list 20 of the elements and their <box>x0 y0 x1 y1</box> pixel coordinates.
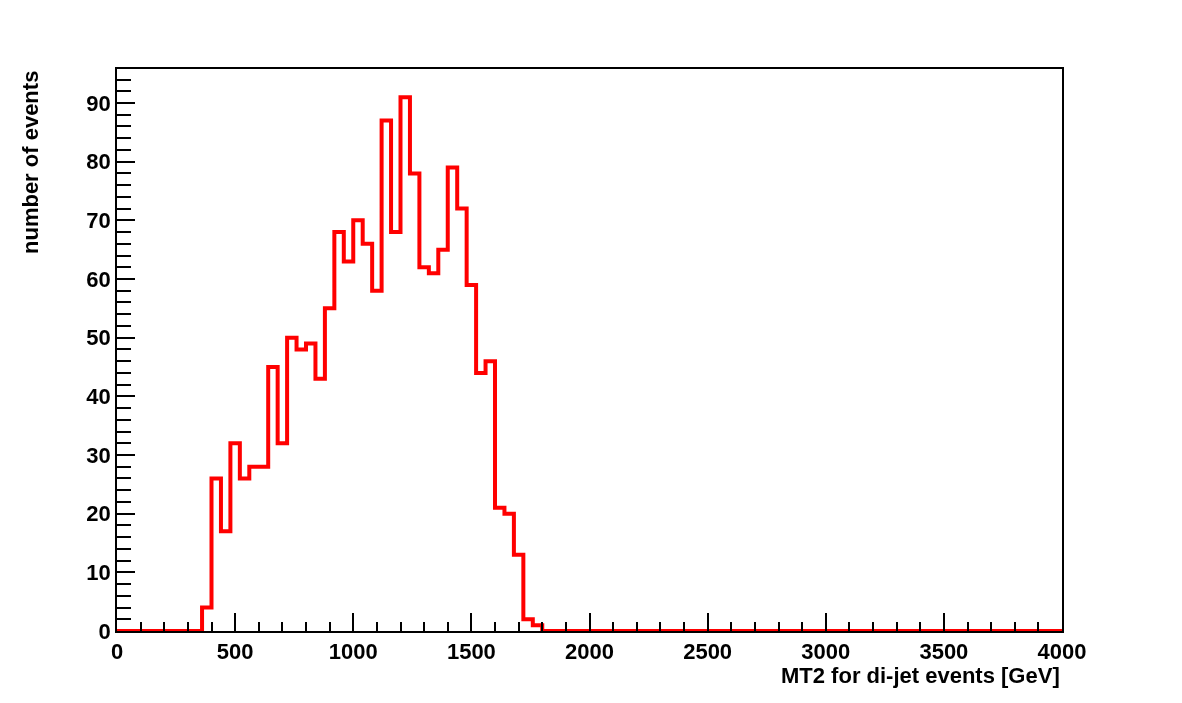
x-tick-label: 3500 <box>919 639 969 665</box>
y-axis-title: number of events <box>18 70 43 254</box>
x-tick-label: 2500 <box>683 639 733 665</box>
y-tick-label: 70 <box>86 208 111 234</box>
x-tick-label: 2000 <box>565 639 614 665</box>
x-tick-label: 4000 <box>1037 639 1087 665</box>
y-tick-label: 0 <box>98 618 111 644</box>
x-tick-label: 500 <box>216 639 254 665</box>
y-tick-label: 40 <box>86 384 111 410</box>
y-tick-label: 20 <box>86 501 111 527</box>
x-tick-label: 1500 <box>446 639 496 665</box>
y-tick-label: 10 <box>86 560 111 586</box>
y-tick-label: 90 <box>86 90 111 116</box>
y-tick-label: 50 <box>86 325 111 351</box>
x-tick-label: 1000 <box>328 639 378 665</box>
y-tick-label: 60 <box>86 266 111 292</box>
x-tick-label: 3000 <box>801 639 851 665</box>
y-tick-label: 80 <box>86 149 111 175</box>
x-axis-title: MT2 for di-jet events [GeV] <box>781 663 1060 688</box>
y-tick-label: 30 <box>86 442 111 468</box>
